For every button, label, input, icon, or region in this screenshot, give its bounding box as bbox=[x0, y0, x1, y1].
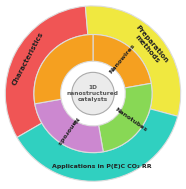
Wedge shape bbox=[93, 35, 151, 88]
Text: Nanowires: Nanowires bbox=[109, 43, 136, 74]
Wedge shape bbox=[17, 109, 178, 181]
Wedge shape bbox=[85, 6, 181, 116]
Text: Applications in P(E)C CO₂ RR: Applications in P(E)C CO₂ RR bbox=[52, 164, 152, 169]
Wedge shape bbox=[35, 99, 103, 153]
Text: Characteristics: Characteristics bbox=[11, 31, 45, 87]
Text: 1D
nanostructured
catalysts: 1D nanostructured catalysts bbox=[67, 85, 119, 102]
Text: Preparation
methods: Preparation methods bbox=[129, 24, 169, 69]
Wedge shape bbox=[34, 35, 93, 104]
Circle shape bbox=[72, 72, 114, 115]
Text: Nanotubes: Nanotubes bbox=[113, 107, 147, 133]
Wedge shape bbox=[5, 6, 88, 137]
Text: Nanorods: Nanorods bbox=[55, 116, 78, 146]
Wedge shape bbox=[99, 83, 152, 152]
